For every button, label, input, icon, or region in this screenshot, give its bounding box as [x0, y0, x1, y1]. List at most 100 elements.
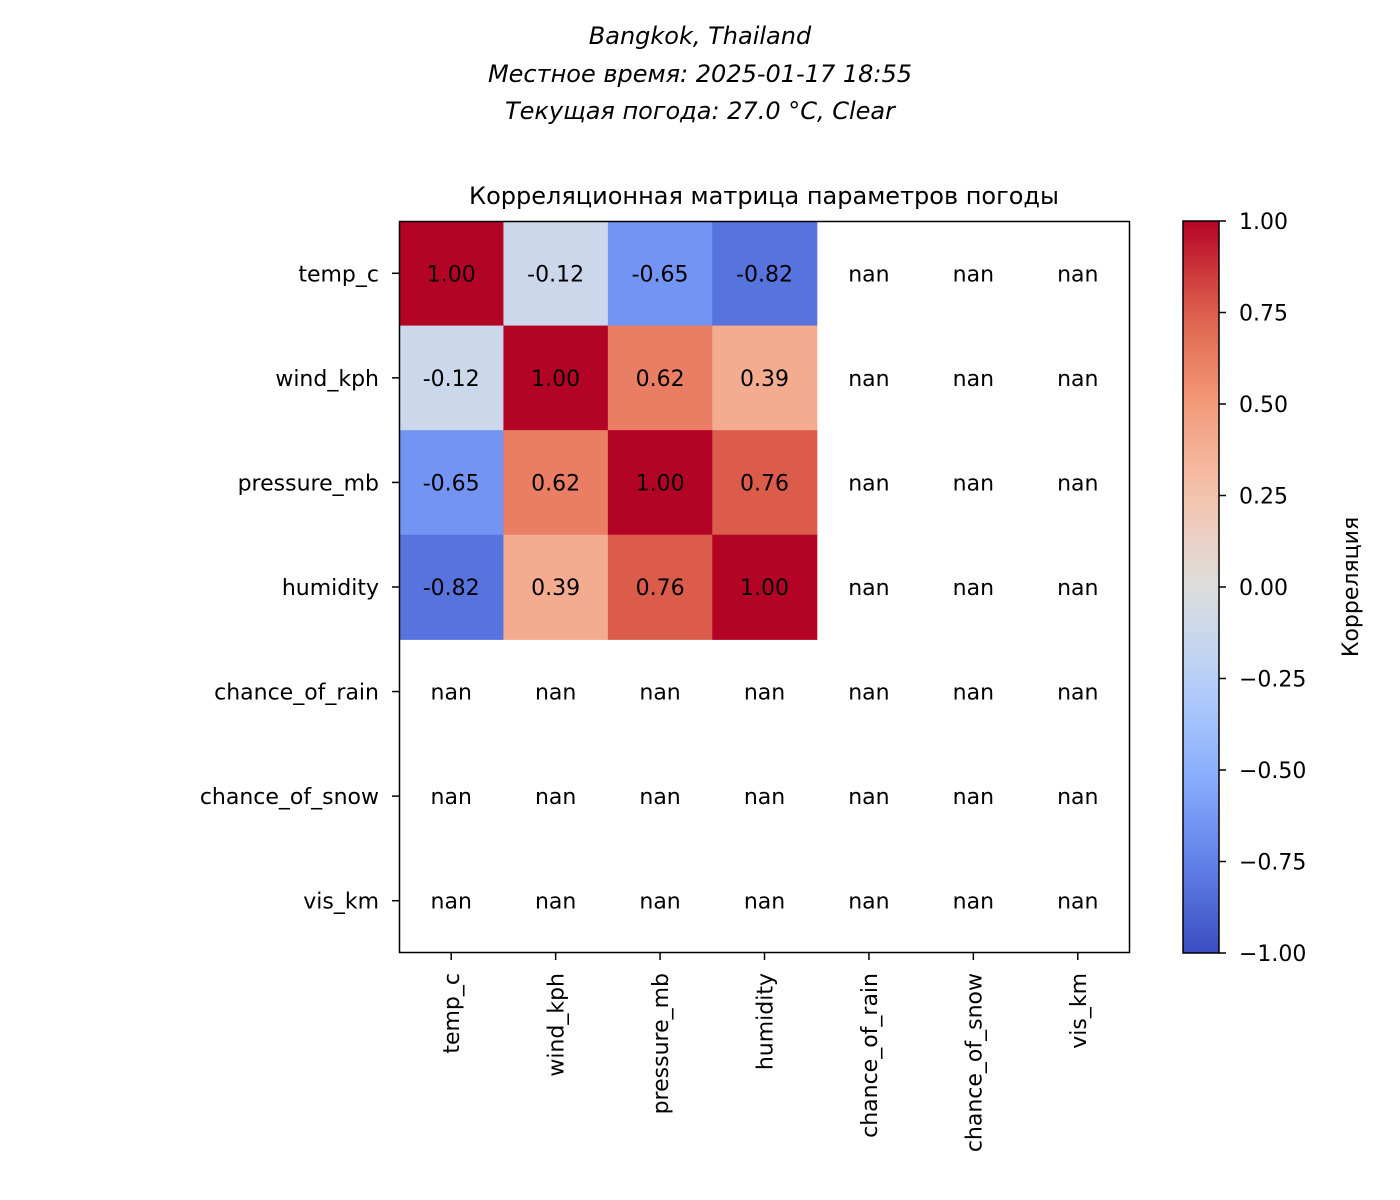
heatmap-cell-label: nan: [1057, 890, 1098, 915]
figure-suptitle: Bangkok, Thailand Местное время: 2025-01…: [0, 18, 1400, 131]
heatmap-cell-label: 1.00: [740, 576, 789, 601]
heatmap-cell-label: nan: [953, 681, 994, 706]
x-tick-label: vis_km: [1067, 973, 1092, 1049]
heatmap-cell-label: nan: [639, 785, 680, 810]
heatmap-cell-label: nan: [639, 890, 680, 915]
heatmap-cell-label: nan: [953, 471, 994, 496]
chart-title: Корреляционная матрица параметров погоды: [469, 182, 1059, 210]
heatmap-cell-label: nan: [431, 681, 472, 706]
heatmap-cell: [712, 221, 818, 327]
heatmap-cell-label: nan: [848, 576, 889, 601]
colorbar-tick-label: 1.00: [1239, 210, 1288, 235]
heatmap-cell-label: nan: [535, 785, 576, 810]
y-tick-label: chance_of_rain: [214, 681, 379, 706]
heatmap-cell-label: nan: [1057, 367, 1098, 392]
colorbar: 1.00 0.75 0.50 0.25 0.00 −0.25 −0.50 −0.75 −1.00…: [1182, 210, 1364, 967]
heatmap-cell: [503, 325, 609, 431]
heatmap-cell-label: nan: [953, 576, 994, 601]
y-tick-label: wind_kph: [275, 367, 379, 392]
heatmap-cell-label: nan: [848, 890, 889, 915]
heatmap-cell-label: nan: [1057, 576, 1098, 601]
heatmap-cell: [712, 534, 818, 640]
x-tick-label: chance_of_rain: [858, 973, 883, 1138]
y-tick-label: temp_c: [298, 262, 379, 287]
heatmap-cell-label: nan: [953, 785, 994, 810]
heatmap-cell: [503, 430, 609, 536]
y-tick-label: chance_of_snow: [200, 785, 379, 810]
heatmap-cell-labels: 1.00 -0.12 -0.65 -0.82 nan nan nan -0.12 1.00 0.6…: [423, 262, 1099, 914]
heatmap-cell-label: nan: [744, 890, 785, 915]
suptitle-current-weather: Текущая погода: 27.0 °C, Clear: [504, 97, 896, 125]
heatmap-cell: [712, 325, 818, 431]
suptitle-local-time: Местное время: 2025-01-17 18:55: [487, 59, 913, 88]
heatmap-cell-label: nan: [848, 785, 889, 810]
colorbar-tick-label: 0.50: [1239, 393, 1288, 418]
heatmap-cell: [503, 221, 609, 327]
heatmap-cell-label: nan: [431, 890, 472, 915]
heatmap-cell: [607, 534, 713, 640]
colorbar-tick-label: 0.25: [1239, 485, 1288, 510]
heatmap-cell-label: 0.39: [740, 367, 789, 392]
heatmap-cell-label: nan: [848, 681, 889, 706]
colorbar-tick-label: 0.75: [1239, 302, 1288, 327]
heatmap-cell-label: 0.76: [740, 471, 789, 496]
heatmap-cell: [712, 430, 818, 536]
heatmap-frame: [398, 220, 1131, 954]
colorbar-tick-label: −0.25: [1239, 668, 1306, 693]
heatmap-cell-label: nan: [639, 681, 680, 706]
colorbar-tick-label: 0.00: [1239, 576, 1288, 601]
heatmap-cell-label: -0.82: [736, 262, 793, 287]
heatmap-cell-label: -0.65: [423, 471, 480, 496]
heatmap-cell: [399, 534, 505, 640]
heatmap-cell: [399, 221, 505, 327]
heatmap-cells: [399, 221, 818, 640]
heatmap-cell-label: 1.00: [427, 262, 476, 287]
y-tick-label: humidity: [282, 576, 379, 601]
x-tick-label: temp_c: [440, 973, 465, 1054]
heatmap-cell: [607, 325, 713, 431]
heatmap-cell-label: nan: [953, 262, 994, 287]
y-tick-label: vis_km: [303, 890, 379, 915]
colorbar-tick-label: −1.00: [1239, 942, 1306, 967]
heatmap-cell-label: -0.65: [632, 262, 689, 287]
heatmap-cell: [399, 430, 505, 536]
heatmap-cell-label: 0.62: [636, 367, 685, 392]
heatmap-cell-label: nan: [1057, 262, 1098, 287]
heatmap-cell-label: nan: [953, 890, 994, 915]
heatmap-cell-label: nan: [1057, 471, 1098, 496]
y-tick-label: pressure_mb: [238, 471, 379, 496]
heatmap-cell-label: nan: [848, 262, 889, 287]
colorbar-tick-label: −0.50: [1239, 759, 1306, 784]
heatmap-cell-label: nan: [535, 890, 576, 915]
x-tick-label: pressure_mb: [649, 973, 674, 1114]
heatmap-cell-label: nan: [431, 785, 472, 810]
heatmap-cell-label: 0.76: [636, 576, 685, 601]
y-tick-labels: temp_c wind_kph pressure_mb humidity chance_…: [200, 262, 399, 915]
heatmap-cell-label: nan: [1057, 681, 1098, 706]
colorbar-ticks: 1.00 0.75 0.50 0.25 0.00 −0.25 −0.50 −0.75 −1.00: [1219, 210, 1306, 967]
heatmap-cell-label: nan: [1057, 785, 1098, 810]
x-tick-labels: temp_c wind_kph pressure_mb humidity chance_…: [440, 953, 1092, 1152]
heatmap-cell-label: -0.12: [527, 262, 584, 287]
suptitle-location: Bangkok, Thailand: [588, 22, 812, 50]
heatmap-cell-label: 1.00: [531, 367, 580, 392]
heatmap-cell-label: nan: [848, 367, 889, 392]
heatmap-cell-label: -0.12: [423, 367, 480, 392]
heatmap-cell: [503, 534, 609, 640]
heatmap-cell: [607, 221, 713, 327]
heatmap-cell-label: 0.62: [531, 471, 580, 496]
x-tick-label: wind_kph: [545, 973, 570, 1077]
x-tick-label: chance_of_snow: [962, 973, 987, 1152]
heatmap-cell-label: nan: [848, 471, 889, 496]
heatmap-cell-label: nan: [744, 785, 785, 810]
colorbar-label: Корреляция: [1339, 517, 1364, 657]
heatmap-cell-label: nan: [953, 367, 994, 392]
heatmap-cell-label: 0.39: [531, 576, 580, 601]
x-tick-label: humidity: [754, 973, 779, 1070]
colorbar-tick-label: −0.75: [1239, 851, 1306, 876]
heatmap-cell-label: -0.82: [423, 576, 480, 601]
colorbar-gradient: [1182, 220, 1220, 954]
heatmap-cell-label: 1.00: [636, 471, 685, 496]
heatmap-cell-label: nan: [535, 681, 576, 706]
